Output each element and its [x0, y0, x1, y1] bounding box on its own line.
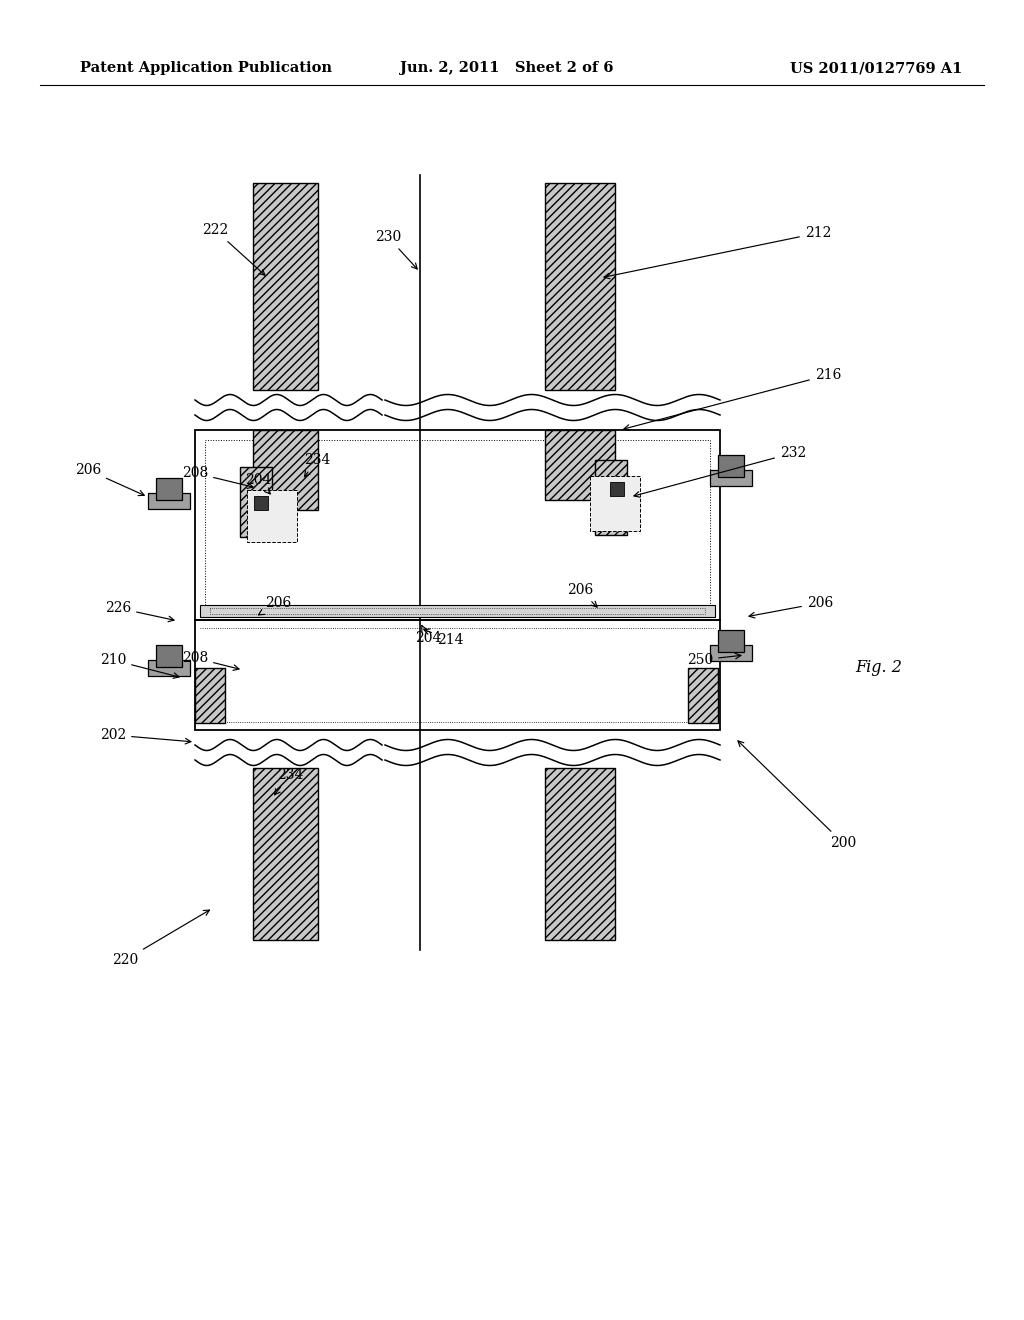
- Text: 200: 200: [738, 741, 856, 850]
- Bar: [595, 459, 627, 535]
- Text: 232: 232: [634, 446, 806, 498]
- Text: 206: 206: [567, 583, 597, 607]
- Bar: [610, 482, 624, 496]
- Bar: [254, 496, 268, 510]
- Text: US 2011/0127769 A1: US 2011/0127769 A1: [790, 61, 963, 75]
- Text: 250: 250: [687, 653, 741, 667]
- Text: 216: 216: [624, 368, 841, 430]
- Text: 234: 234: [274, 768, 303, 795]
- Text: 234: 234: [304, 453, 330, 477]
- Text: 204: 204: [415, 626, 441, 645]
- Text: 202: 202: [100, 729, 190, 744]
- Bar: [195, 620, 720, 730]
- Bar: [253, 430, 318, 510]
- Text: 226: 226: [104, 601, 174, 622]
- Bar: [710, 645, 752, 661]
- Text: 206: 206: [75, 463, 144, 495]
- Text: 208: 208: [182, 466, 253, 488]
- Bar: [195, 668, 225, 723]
- Bar: [545, 768, 615, 940]
- Bar: [148, 660, 190, 676]
- Bar: [156, 645, 182, 667]
- Bar: [688, 668, 718, 723]
- Text: 220: 220: [112, 909, 210, 968]
- Bar: [210, 609, 705, 614]
- Bar: [200, 605, 715, 616]
- Bar: [253, 768, 318, 940]
- Text: 206: 206: [258, 597, 291, 615]
- Bar: [545, 430, 615, 500]
- Bar: [718, 455, 744, 477]
- Bar: [156, 478, 182, 500]
- Bar: [205, 440, 710, 610]
- Text: 208: 208: [182, 651, 239, 671]
- Text: 210: 210: [99, 653, 179, 678]
- Text: Fig. 2: Fig. 2: [855, 660, 902, 676]
- Bar: [590, 477, 640, 531]
- Text: Jun. 2, 2011   Sheet 2 of 6: Jun. 2, 2011 Sheet 2 of 6: [400, 61, 613, 75]
- Bar: [545, 183, 615, 389]
- Bar: [240, 467, 272, 537]
- Text: 212: 212: [604, 226, 831, 279]
- Text: 204: 204: [245, 473, 271, 494]
- Bar: [148, 492, 190, 510]
- Bar: [253, 183, 318, 389]
- Text: Patent Application Publication: Patent Application Publication: [80, 61, 332, 75]
- Text: 206: 206: [749, 597, 834, 618]
- Text: 214: 214: [424, 630, 463, 647]
- Text: 222: 222: [202, 223, 265, 276]
- Bar: [718, 630, 744, 652]
- Bar: [195, 430, 720, 620]
- Bar: [710, 470, 752, 486]
- Text: 230: 230: [375, 230, 417, 269]
- Bar: [247, 490, 297, 543]
